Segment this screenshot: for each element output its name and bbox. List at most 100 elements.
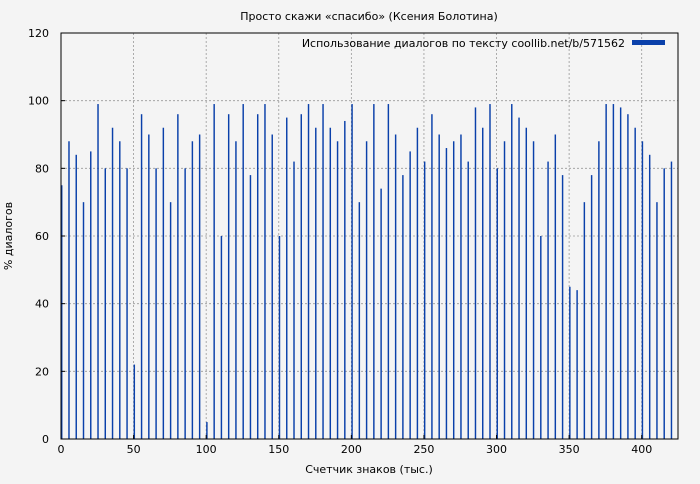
bar (402, 175, 404, 439)
bar (351, 104, 353, 440)
bar (278, 236, 281, 439)
bar (322, 104, 324, 440)
bar (169, 202, 172, 439)
bar (61, 185, 63, 439)
bar (482, 127, 484, 439)
bar (648, 154, 651, 440)
x-tick-label: 200 (341, 443, 362, 456)
bar (256, 114, 259, 439)
y-tick-label: 40 (35, 298, 49, 311)
legend: Использование диалогов по тексту coollib… (302, 37, 665, 50)
bar (177, 114, 179, 439)
bar (634, 127, 636, 439)
bar (373, 104, 375, 440)
legend-label: Использование диалогов по тексту coollib… (302, 37, 625, 50)
bar (431, 114, 433, 439)
bar (670, 161, 673, 440)
bar (242, 104, 244, 440)
bar (445, 148, 448, 440)
bar (590, 175, 593, 439)
y-axis-label: % диалогов (2, 202, 15, 270)
bar (518, 117, 520, 439)
bar (489, 104, 491, 440)
bar (300, 114, 302, 439)
bar (467, 161, 469, 440)
bar (416, 127, 419, 439)
legend-swatch (632, 40, 665, 45)
bar (68, 141, 70, 439)
bar (162, 127, 165, 439)
chart-title: Просто скажи «спасибо» (Ксения Болотина) (240, 10, 498, 23)
bar (140, 114, 143, 439)
x-tick-label: 350 (559, 443, 580, 456)
bar (656, 202, 658, 439)
bar (409, 151, 411, 439)
bars (61, 104, 673, 440)
x-tick-label: 250 (413, 443, 434, 456)
x-tick-label: 150 (268, 443, 289, 456)
bar (423, 161, 426, 440)
bar (532, 141, 535, 439)
y-tick-label: 20 (35, 365, 49, 378)
bar (155, 168, 157, 440)
bar (547, 161, 549, 440)
x-tick-label: 400 (631, 443, 652, 456)
bar (191, 141, 194, 439)
bar (460, 134, 462, 439)
bar (198, 134, 201, 439)
bar (576, 290, 578, 439)
bar (540, 236, 542, 439)
y-tick-label: 120 (28, 27, 49, 40)
x-axis-ticks: 0 50 100 150 200 250 300 350 400 (58, 435, 652, 456)
bar (380, 188, 382, 439)
bar (394, 134, 397, 439)
bar (97, 104, 99, 440)
bar (148, 134, 150, 439)
bar (111, 127, 114, 439)
bar (75, 154, 77, 440)
bar (133, 364, 136, 439)
bar (365, 141, 368, 439)
bar (235, 141, 237, 439)
bar (474, 107, 477, 439)
bar (619, 107, 622, 439)
bar (90, 151, 92, 439)
bar (612, 104, 615, 440)
x-tick-label: 100 (196, 443, 217, 456)
x-tick-label: 300 (486, 443, 507, 456)
bar (387, 104, 390, 440)
y-tick-label: 100 (28, 95, 49, 108)
bar (358, 202, 361, 439)
bar (583, 202, 586, 439)
bar (336, 141, 339, 439)
bar (227, 114, 230, 439)
bar (329, 127, 332, 439)
bar (315, 127, 317, 439)
bar (496, 168, 498, 440)
y-tick-label: 60 (35, 230, 49, 243)
bar (525, 127, 528, 439)
bar (104, 168, 107, 440)
bar (605, 104, 607, 440)
y-tick-label: 0 (42, 433, 49, 446)
bar (307, 104, 310, 440)
bar (264, 104, 266, 440)
bar (82, 202, 85, 439)
bar (249, 175, 252, 439)
bar (206, 422, 208, 439)
bar (213, 104, 215, 440)
bar (293, 161, 295, 440)
bar (598, 141, 600, 439)
bar (554, 134, 557, 439)
bar (663, 168, 665, 440)
bar (569, 286, 571, 439)
bar (286, 117, 288, 439)
bar (271, 134, 273, 439)
y-tick-label: 80 (35, 162, 49, 175)
bar (503, 141, 506, 439)
bar (184, 168, 186, 440)
bar (344, 120, 346, 439)
bar (627, 114, 629, 439)
